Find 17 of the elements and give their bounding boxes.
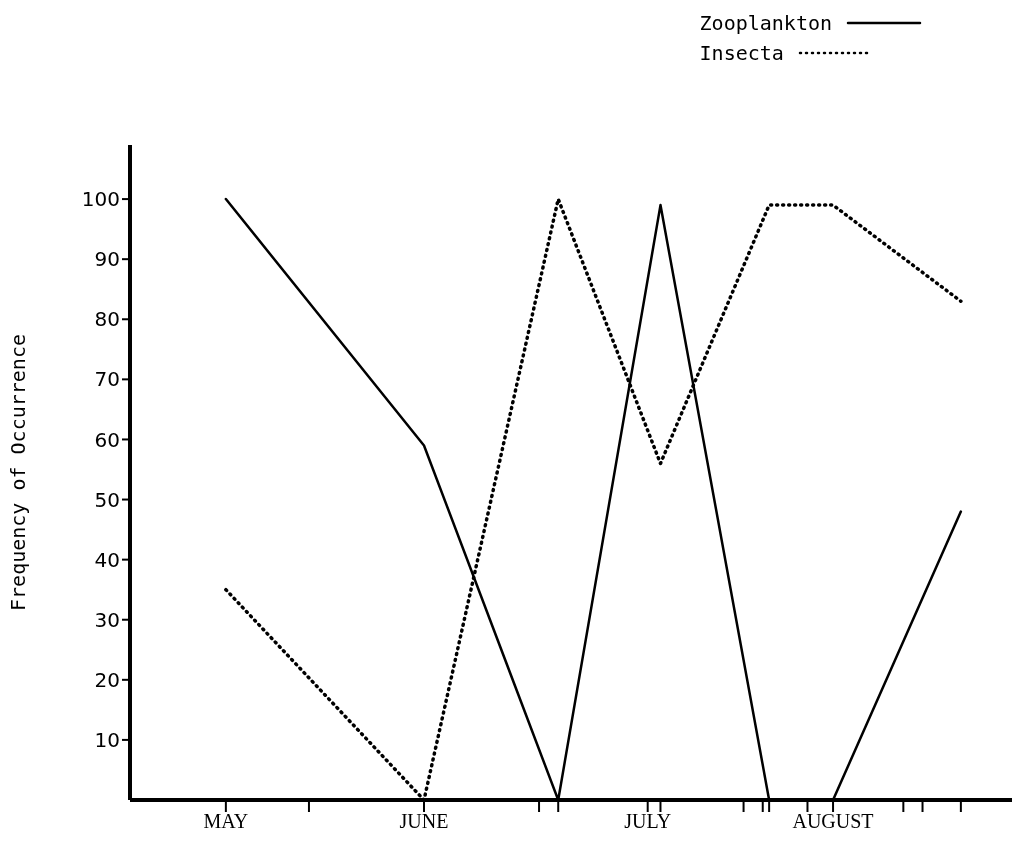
y-tick-label: 40 <box>94 547 120 572</box>
x-tick-label: AUGUST <box>792 810 874 833</box>
y-tick-label: 80 <box>94 307 120 332</box>
x-tick-label: JULY <box>624 810 672 833</box>
legend-label: Insecta <box>699 41 784 65</box>
y-tick-label: 50 <box>94 487 120 512</box>
legend-label: Zooplankton <box>699 11 832 35</box>
y-tick-label: 100 <box>81 187 120 212</box>
y-tick-label: 70 <box>94 367 120 392</box>
y-tick-label: 60 <box>94 427 120 452</box>
y-tick-label: 20 <box>94 667 120 692</box>
x-tick-label: MAY <box>203 810 249 833</box>
y-tick-label: 10 <box>94 728 120 753</box>
x-tick-label: JUNE <box>399 810 449 833</box>
y-tick-label: 30 <box>94 607 120 632</box>
y-tick-label: 90 <box>94 247 120 272</box>
y-axis-title: Frequency of Occurrence <box>6 334 31 611</box>
